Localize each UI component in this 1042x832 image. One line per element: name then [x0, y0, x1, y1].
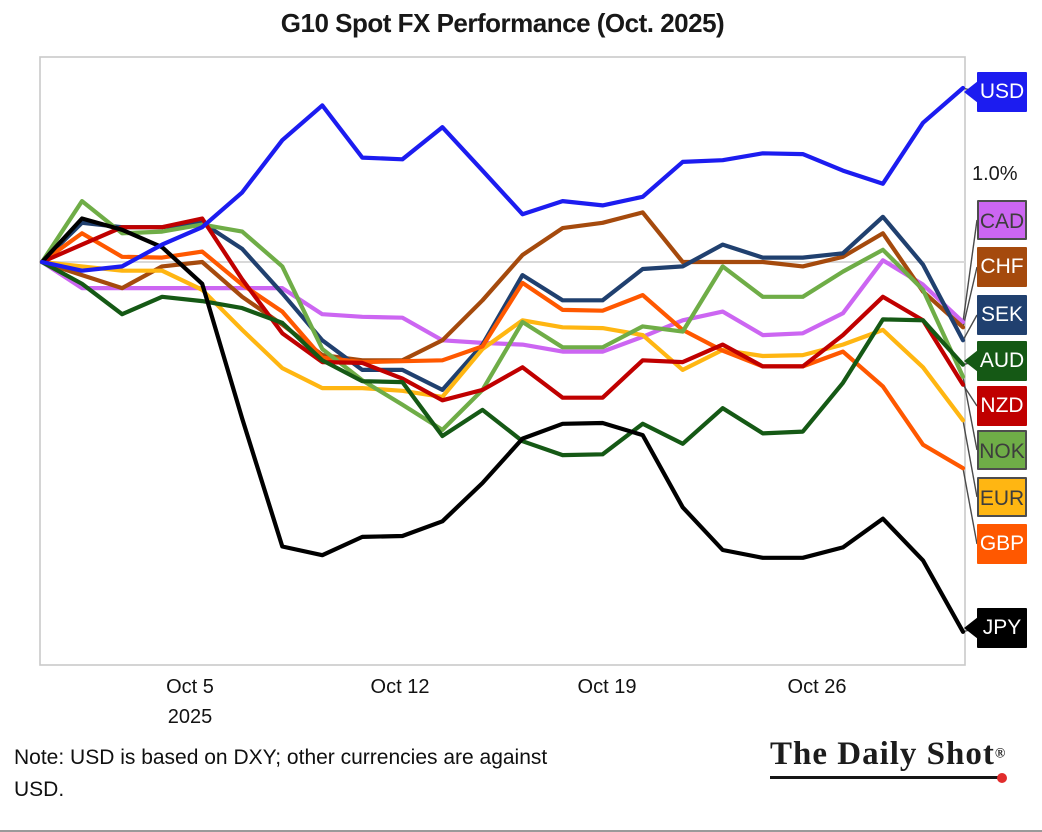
registered-trademark-icon: ®	[994, 746, 1006, 762]
series-line-aud	[39, 259, 966, 458]
series-label-eur: EUR	[977, 477, 1027, 517]
series-line-usd	[39, 85, 966, 273]
series-line-nok	[39, 199, 966, 432]
series-line-nzd	[39, 216, 966, 403]
series-label-chf: CHF	[977, 247, 1027, 287]
daily-shot-logo: The Daily Shot®	[770, 736, 1008, 783]
series-line-jpy	[39, 216, 966, 634]
leader-line-gbp	[962, 468, 978, 545]
leader-line-chf	[962, 266, 978, 328]
series-line-gbp	[39, 231, 966, 471]
series-line-eur	[39, 259, 966, 423]
series-label-usd: USD	[977, 72, 1027, 112]
leader-line-nok	[962, 376, 978, 451]
series-label-pointer-jpy	[964, 617, 978, 639]
series-label-sek: SEK	[977, 295, 1027, 335]
page-title: G10 Spot FX Performance (Oct. 2025)	[280, 8, 725, 38]
x-tick-oct19: Oct 19	[577, 676, 637, 698]
leader-line-eur	[962, 420, 978, 498]
leader-line-cad	[962, 219, 978, 323]
x-tick-oct5: Oct 5 2025	[166, 676, 214, 728]
series-label-pointer-aud	[964, 350, 978, 372]
series-label-nok: NOK	[977, 430, 1027, 470]
footnote-line2: USD.	[14, 778, 65, 801]
series-label-cad: CAD	[977, 200, 1027, 240]
x-tick-oct12: Oct 12	[370, 676, 430, 698]
logo-text: The Daily Shot	[770, 736, 995, 772]
series-label-jpy: JPY	[977, 608, 1027, 648]
footnote-line1: Note: USD is based on DXY; other currenc…	[14, 746, 548, 769]
leader-line-sek	[962, 314, 978, 341]
series-line-sek	[39, 214, 966, 392]
series-label-aud: AUD	[977, 341, 1027, 381]
plot-border	[39, 56, 966, 666]
logo-red-dot	[997, 773, 1008, 783]
series-label-nzd: NZD	[977, 386, 1027, 426]
series-label-gbp: GBP	[977, 524, 1027, 564]
series-label-pointer-usd	[964, 81, 978, 103]
y-axis-ref-label: 1.0%	[972, 163, 1018, 185]
series-line-chf	[39, 210, 966, 363]
footnote: Note: USD is based on DXY; other currenc…	[14, 742, 674, 806]
x-tick-oct26: Oct 26	[787, 676, 847, 698]
logo-underline	[770, 773, 1008, 783]
